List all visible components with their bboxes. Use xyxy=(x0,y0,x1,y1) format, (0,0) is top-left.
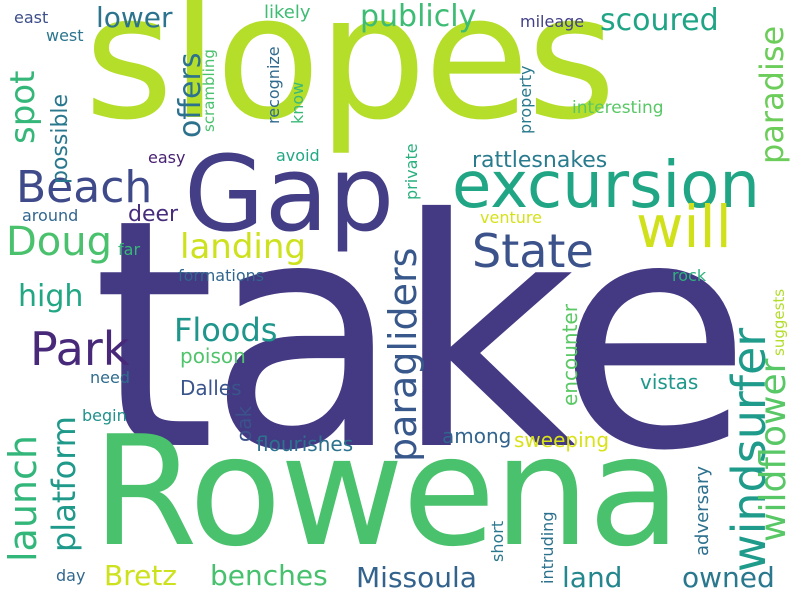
word-dalles: Dalles xyxy=(180,376,242,400)
word-sweeping: sweeping xyxy=(514,428,610,452)
word-oak: oak xyxy=(232,405,256,442)
word-will: will xyxy=(636,193,732,261)
word-poison: poison xyxy=(180,344,246,368)
word-lower: lower xyxy=(96,1,173,34)
word-beach: Beach xyxy=(16,162,153,213)
word-avoid: avoid xyxy=(276,146,320,165)
word-floods: Floods xyxy=(174,311,278,349)
word-high: high xyxy=(18,279,84,314)
word-vistas: vistas xyxy=(640,370,699,394)
word-day: day xyxy=(56,566,86,585)
word-mileage: mileage xyxy=(520,12,585,31)
word-slopes: slopes xyxy=(84,0,616,158)
word-suggests: suggests xyxy=(770,288,788,356)
word-easy: easy xyxy=(148,148,186,167)
word-scoured: scoured xyxy=(600,3,719,38)
word-short: short xyxy=(488,520,507,562)
word-formations: formations xyxy=(178,266,265,285)
word-doug: Doug xyxy=(6,219,113,265)
word-gap: Gap xyxy=(184,133,395,255)
word-venture: venture xyxy=(480,208,542,227)
word-among: among xyxy=(442,424,512,448)
word-paragliders: paragliders xyxy=(381,247,425,462)
word-rock: rock xyxy=(672,266,707,285)
word-interesting: interesting xyxy=(572,98,664,118)
word-spot: spot xyxy=(3,70,43,144)
word-begin: begin xyxy=(82,406,127,425)
word-adversary: adversary xyxy=(692,465,713,556)
word-encounter: encounter xyxy=(558,304,582,406)
word-rattlesnakes: rattlesnakes xyxy=(472,148,608,173)
word-take: take xyxy=(92,152,752,520)
word-owned: owned xyxy=(682,561,775,594)
word-land: land xyxy=(562,561,623,594)
word-bretz: Bretz xyxy=(104,559,178,592)
word-know: know xyxy=(288,81,307,124)
word-landing: landing xyxy=(180,227,306,267)
word-far: far xyxy=(118,240,141,259)
word-need: need xyxy=(90,368,130,387)
word-likely: likely xyxy=(264,2,311,23)
word-possible: possible xyxy=(48,93,73,184)
word-platform: platform xyxy=(45,416,83,552)
word-scrambling: scrambling xyxy=(200,49,218,132)
word-flourishes: flourishes xyxy=(256,432,354,456)
word-launch: launch xyxy=(1,435,45,562)
word-missoula: Missoula xyxy=(356,561,477,594)
word-west: west xyxy=(46,26,84,45)
word-paradise: paradise xyxy=(753,25,791,164)
word-private: private xyxy=(402,143,421,200)
word-publicly: publicly xyxy=(360,0,477,34)
word-east: east xyxy=(14,8,49,27)
word-state: State xyxy=(472,224,594,278)
word-benches: benches xyxy=(210,559,328,592)
word-wildflower: wildflower xyxy=(753,358,794,542)
word-recognize: recognize xyxy=(264,46,283,124)
word-park: Park xyxy=(30,322,130,376)
word-around: around xyxy=(22,206,79,225)
word-excursion: excursion xyxy=(452,149,760,223)
word-intruding: intruding xyxy=(538,511,557,584)
word-property: property xyxy=(516,65,535,135)
word-rowena: Rowena xyxy=(92,403,681,580)
word-deer: deer xyxy=(128,202,179,227)
